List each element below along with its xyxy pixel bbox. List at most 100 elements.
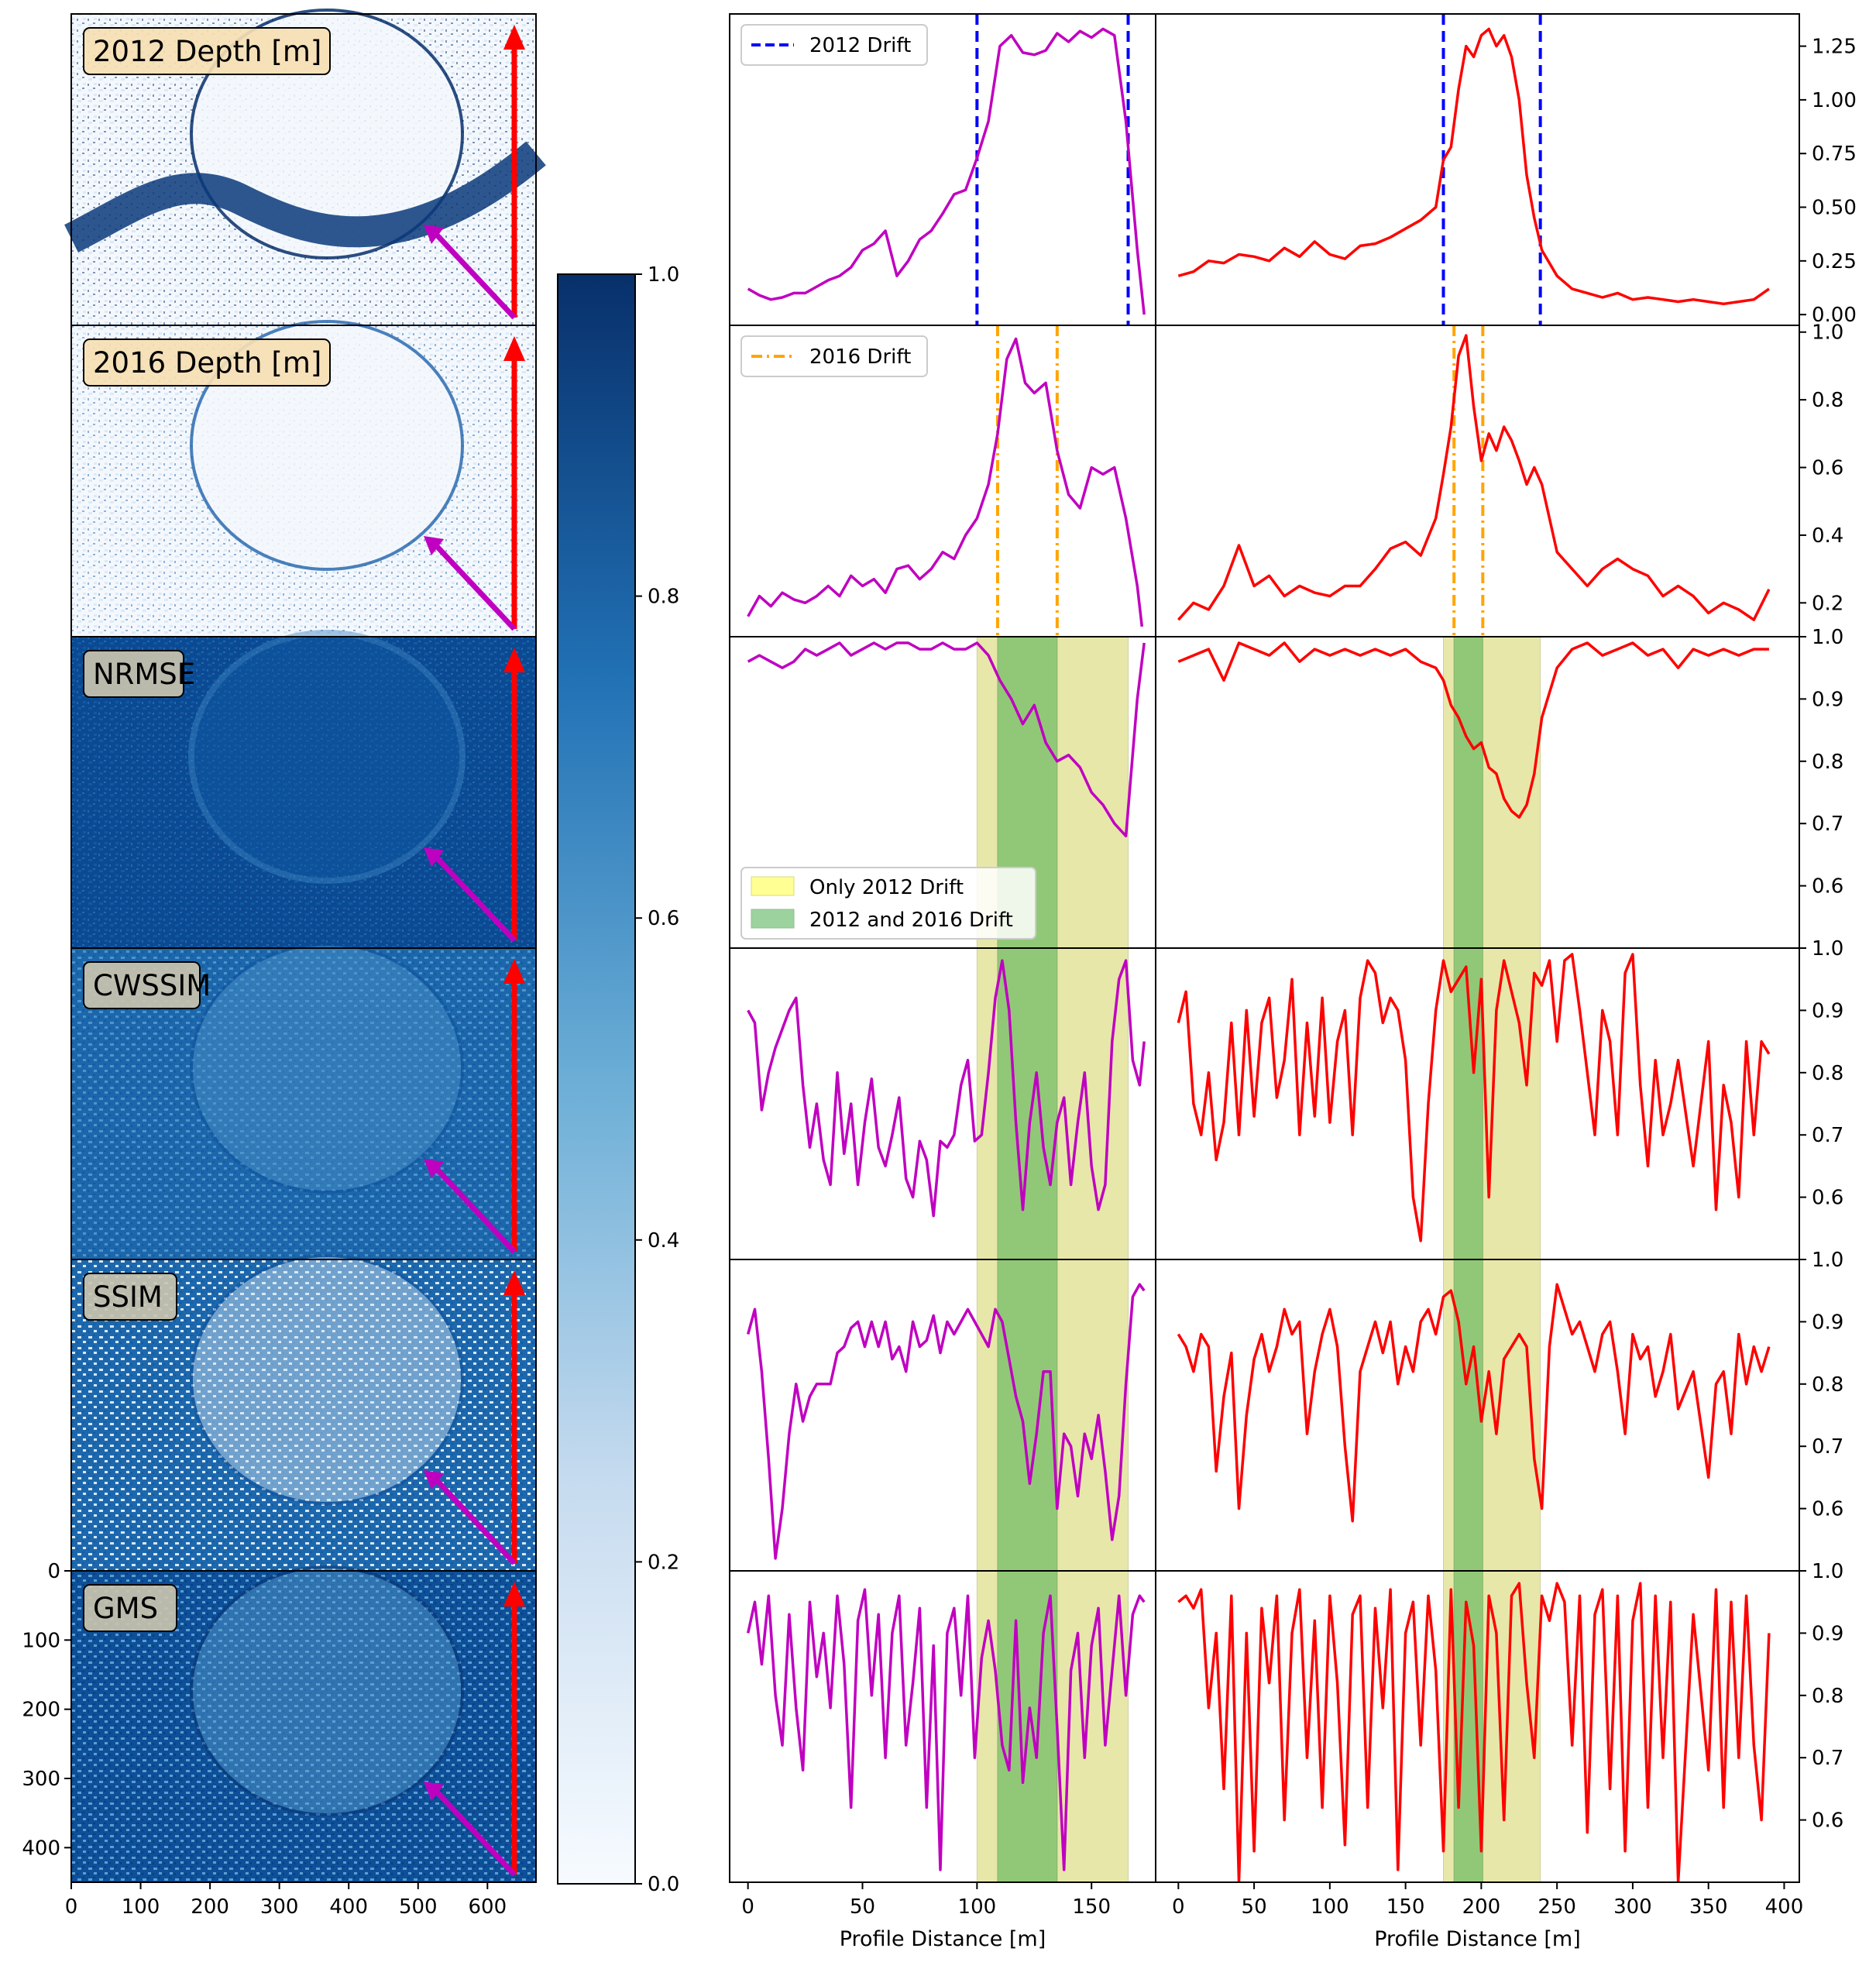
arrow-head (503, 25, 525, 50)
panel-title: SSIM (83, 1273, 177, 1321)
image-x-tick-label: 400 (329, 1895, 368, 1919)
arrow-head (424, 1470, 444, 1490)
y-tick-label: 0.00 (1812, 304, 1857, 327)
right-x-tick-label: 100 (1311, 1895, 1349, 1919)
profile-row-cwssim: 0.6 0.7 0.8 0.9 1.0 (729, 937, 1843, 1260)
image-y-tick-label: 300 (22, 1768, 60, 1791)
diagonal-profile-arrow (431, 851, 517, 943)
left-x-tick-label: 150 (1072, 1895, 1111, 1919)
image-y-tick-label: 200 (22, 1699, 60, 1722)
right-x-tick-label: 350 (1689, 1895, 1728, 1919)
image-x-tick-label: 0 (65, 1895, 78, 1919)
right-x-tick-label: 200 (1462, 1895, 1501, 1919)
arrow-head (424, 1782, 444, 1801)
y-tick-label: 0.9 (1812, 1622, 1843, 1645)
image-panel: CWSSIM (70, 943, 537, 1260)
right-x-tick-label: 150 (1386, 1895, 1425, 1919)
legend-drift-regions: Only 2012 Drift 2012 and 2016 Drift (740, 867, 1036, 940)
colorbar-bar (557, 273, 636, 1885)
both-drift-band (1453, 1259, 1483, 1572)
drift-feature (190, 943, 464, 1194)
legend-box (740, 867, 1036, 940)
arrow-head (503, 1270, 525, 1295)
legend-label: 2016 Drift (809, 345, 911, 369)
y-tick-label: 1.25 (1812, 36, 1857, 59)
title-text: SSIM (93, 1280, 163, 1314)
arrow-head (503, 648, 525, 672)
image-panel: 2016 Depth [m] (70, 320, 537, 637)
drift-feature (190, 1565, 464, 1816)
profile-plots: 0.000.250.500.751.001.250.20.40.60.81.00… (729, 13, 1857, 1951)
title-text: CWSSIM (93, 969, 211, 1002)
arrow-head (503, 959, 525, 984)
y-tick-label: 0.25 (1812, 250, 1857, 273)
y-tick-label: 0.50 (1812, 197, 1857, 220)
trough-band (64, 141, 546, 253)
arrow-head (424, 225, 444, 244)
legend-box (740, 24, 928, 66)
right-axes-frame (1155, 1570, 1800, 1883)
left-x-axis-label: Profile Distance [m] (840, 1927, 1046, 1951)
y-tick-label: 0.7 (1812, 1435, 1843, 1459)
panel-title: 2012 Depth [m] (83, 27, 331, 75)
profile-row-2012-depth: 0.00 0.25 0.50 0.75 1.00 1.25 (729, 13, 1857, 327)
legend-swatch-yellow (751, 876, 795, 896)
arrow-head (424, 847, 444, 867)
legend-2012-drift: 2012 Drift (740, 24, 928, 66)
y-tick-label: 0.6 (1812, 1187, 1843, 1210)
title-text: GMS (93, 1592, 158, 1625)
image-y-tick-label: 100 (22, 1629, 60, 1652)
diagonal-profile-arrow (431, 1785, 517, 1877)
y-tick-label: 1.0 (1812, 626, 1843, 649)
colorbar-tick-label: 0.8 (648, 586, 679, 609)
title-text: 2016 Depth [m] (93, 346, 321, 380)
panel-title: CWSSIM (83, 961, 211, 1009)
image-x-tick-label: 500 (399, 1895, 438, 1919)
right-x-tick-label: 250 (1538, 1895, 1576, 1919)
legend-label: 2012 and 2016 Drift (809, 909, 1013, 932)
legend-label: 2012 Drift (809, 34, 911, 57)
diagonal-profile-arrow (431, 540, 517, 631)
image-panels: 2012 Depth [m] 2016 Depth [m] NRMSE CWSSIM S… (64, 9, 546, 1883)
y-tick-label: 0.8 (1812, 1373, 1843, 1397)
legend-2016-drift: 2016 Drift (740, 335, 928, 377)
right-x-tick-label: 400 (1765, 1895, 1804, 1919)
left-profile-series-line (747, 337, 1144, 627)
right-profile-series-line (1177, 953, 1771, 1242)
right-profile-series-line (1177, 641, 1769, 819)
arrow-head (503, 1582, 525, 1606)
y-tick-label: 1.0 (1812, 321, 1843, 345)
panel-title: NRMSE (83, 650, 195, 698)
left-x-tick-label: 0 (741, 1895, 754, 1919)
y-tick-label: 0.4 (1812, 524, 1843, 548)
title-box (83, 961, 201, 1009)
title-box (83, 650, 184, 698)
y-tick-label: 1.00 (1812, 89, 1857, 112)
profile-row-2016-depth: 0.2 0.4 0.6 0.8 1.0 (729, 321, 1843, 637)
right-axes-frame (1155, 325, 1800, 637)
y-tick-label: 0.6 (1812, 1498, 1843, 1521)
right-axes-frame (1155, 13, 1800, 326)
left-profile-series-line (746, 1588, 1146, 1871)
image-x-tick-label: 600 (468, 1895, 507, 1919)
y-tick-label: 0.8 (1812, 1062, 1843, 1085)
colorbar: 0.0 0.2 0.4 0.6 0.8 1.0 (557, 263, 679, 1896)
image-x-tick-label: 300 (260, 1895, 299, 1919)
right-x-tick-label: 300 (1613, 1895, 1652, 1919)
y-tick-label: 0.8 (1812, 1685, 1843, 1708)
colorbar-tick-label: 1.0 (648, 263, 679, 287)
panel-title: GMS (83, 1584, 177, 1632)
title-box (83, 338, 331, 387)
diagonal-profile-arrow (431, 229, 517, 320)
y-tick-label: 0.7 (1812, 813, 1843, 836)
colorbar-tick-label: 0.6 (648, 907, 679, 930)
both-drift-band (1453, 636, 1483, 949)
title-text: 2012 Depth [m] (93, 35, 321, 68)
left-profile-series-line (747, 1283, 1146, 1560)
colorbar-tick-label: 0.2 (648, 1551, 679, 1574)
y-tick-label: 0.9 (1812, 688, 1843, 711)
title-box (83, 27, 331, 75)
y-tick-label: 0.2 (1812, 592, 1843, 615)
y-tick-label: 0.6 (1812, 1809, 1843, 1833)
image-panel: GMS (70, 1565, 537, 1883)
